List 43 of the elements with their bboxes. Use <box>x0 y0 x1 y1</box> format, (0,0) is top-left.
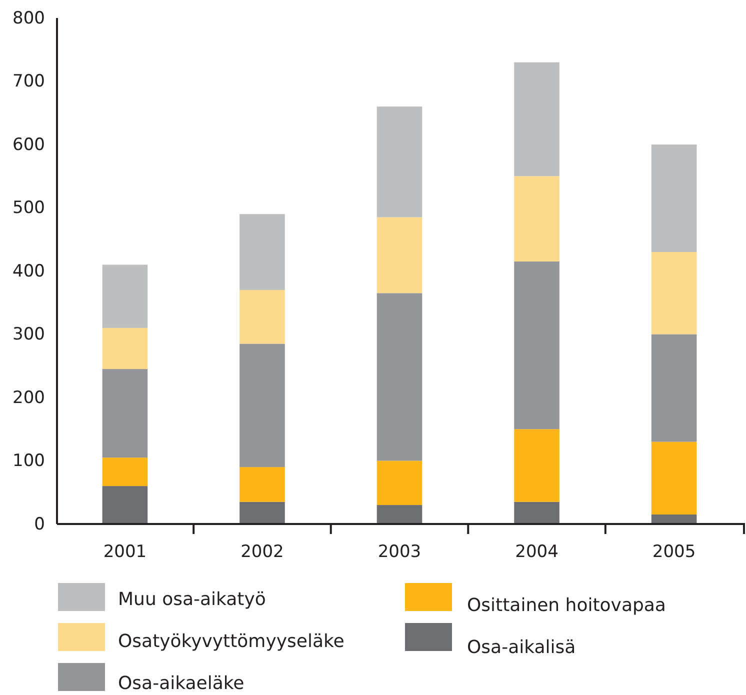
bar <box>240 214 285 290</box>
bar <box>376 106 422 218</box>
bar <box>240 502 285 524</box>
y-tick-label: 500 <box>12 198 45 218</box>
legend-label: Osa-aikaeläke <box>118 673 244 694</box>
x-tick-label: 2002 <box>240 542 284 562</box>
bar <box>651 144 697 252</box>
bar <box>102 369 148 458</box>
bar <box>102 486 148 524</box>
legend-label: Muu osa-aikatyö <box>118 589 266 610</box>
y-tick-label: 700 <box>12 72 45 92</box>
y-tick-label: 100 <box>12 451 45 472</box>
bar <box>514 62 560 176</box>
bar <box>651 252 697 334</box>
y-tick-label: 600 <box>12 134 45 155</box>
y-tick-label: 800 <box>12 8 45 28</box>
bar <box>376 460 422 506</box>
bar <box>102 328 148 370</box>
bar <box>651 442 697 515</box>
x-tick-label: 2001 <box>103 542 147 562</box>
bar <box>651 334 697 442</box>
x-tick-label: 2004 <box>515 542 558 562</box>
bar <box>376 293 422 461</box>
bar <box>514 429 560 502</box>
y-tick-label: 300 <box>12 324 45 345</box>
x-tick-label: 2005 <box>652 542 696 562</box>
y-tick-label: 400 <box>12 261 45 282</box>
bar <box>514 176 560 262</box>
bar <box>102 264 148 328</box>
x-tick-label: 2003 <box>378 542 422 562</box>
y-tick-label: 0 <box>34 514 45 534</box>
bar <box>376 505 422 524</box>
bar <box>514 262 560 430</box>
bar <box>240 467 285 502</box>
legend-label: Osittainen hoitovapaa <box>467 595 666 616</box>
y-tick-label: 200 <box>12 388 45 408</box>
bar <box>240 344 285 468</box>
bar <box>514 502 560 524</box>
bar <box>376 217 422 294</box>
bar <box>240 290 285 344</box>
legend-label: Osa-aikalisä <box>467 637 576 658</box>
bar <box>102 458 148 486</box>
legend-label: Osatyökyvyttömyyseläke <box>118 631 344 652</box>
